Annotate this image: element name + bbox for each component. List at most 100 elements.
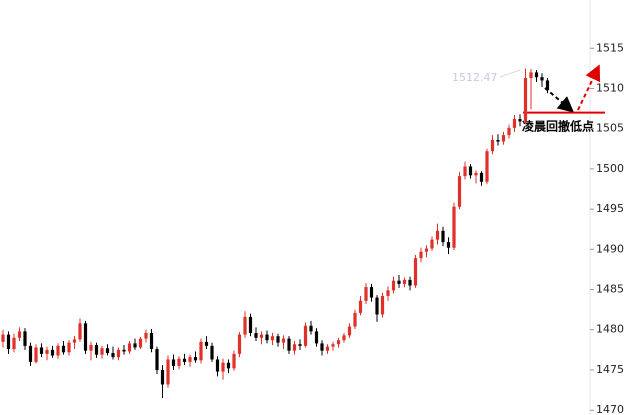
candle-body [12,337,16,350]
candle-body [292,344,297,351]
candle-body [221,362,225,372]
candle-body [67,342,71,353]
candle-body [364,287,368,301]
leader-line [499,69,521,78]
candle-body [259,334,264,338]
candle-body [232,353,236,369]
candle-body [468,166,473,176]
candle-body [133,343,137,348]
candle-body [166,359,170,385]
candle-body [105,348,110,354]
candle-body [490,139,495,152]
y-tick-label: 1480 [596,323,624,336]
candle-body [210,345,214,360]
candle-body [512,119,517,128]
y-tick-label: 1470 [596,403,624,415]
y-tick-label: 1490 [596,242,624,255]
candle-body [325,346,330,351]
candle-body [452,206,456,248]
candle-body [127,343,132,352]
candle-body [342,335,346,341]
y-tick-label: 1500 [596,162,624,175]
candle-body [265,334,269,341]
y-tick-label: 1485 [596,283,624,296]
candle-body [391,280,396,291]
candle-body [226,362,231,369]
candle-body [424,248,429,252]
candle-body [386,290,390,296]
high-label: 1512.47 [452,71,498,84]
candle-body [507,127,511,136]
up-arrow [577,64,601,111]
candle-body [237,334,242,354]
candle-body [215,359,220,372]
candle-body [298,344,302,346]
candle-body [336,340,341,345]
candle-body [23,331,27,346]
candle-body [270,336,275,341]
candle-body [78,323,82,340]
y-tick-label: 1515 [596,41,624,54]
candle-body [61,345,66,353]
candle-body [358,300,363,313]
candle-body [276,336,280,343]
candle-body [320,343,324,351]
candle-body [353,312,357,327]
y-tick-label: 1510 [596,81,624,94]
candle-body [408,279,412,286]
candle-body [419,251,423,259]
candle-body [369,287,374,298]
candle-body [441,230,445,243]
candle-body [501,135,506,142]
candle-body [28,345,33,362]
y-tick-label: 1505 [596,122,624,135]
candle-body [204,341,209,346]
annotation: 凌晨回撤低点 [522,119,594,134]
candle-body [193,357,198,361]
candle-body [402,279,407,284]
candle-body [309,325,313,332]
candle-body [177,358,181,366]
candle-body [243,316,247,335]
candle-body [116,349,121,358]
candle-body [545,80,550,91]
candle-body [144,332,148,339]
candle-body [523,78,528,122]
candle-body [518,119,522,122]
candle-body [188,357,192,362]
candle-body [540,77,544,81]
candle-body [254,332,258,338]
candle-body [89,345,93,351]
candle-body [138,338,143,348]
candle-body [248,316,253,333]
candle-body [479,172,484,182]
candle-body [331,344,335,347]
candle-body [100,348,104,355]
candle-body [446,242,451,248]
candle-body [199,341,203,361]
candle-body [287,338,291,351]
candle-body [149,332,154,350]
candle-body [457,176,462,207]
candle-body [496,139,500,142]
candle-body [281,338,286,343]
candle-body [463,166,467,177]
candle-body [45,349,49,354]
candle-body [474,172,478,176]
candle-body [72,339,77,343]
candle-body [155,349,159,370]
y-tick-label: 1475 [596,363,624,376]
candle-body [430,239,434,249]
y-tick-label: 1495 [596,202,624,215]
candle-body [314,331,319,344]
candle-body [529,72,533,79]
candle-body [94,345,99,355]
candle-body [303,325,308,346]
candle-body [413,258,418,286]
candle-body [39,347,44,354]
candle-body [375,297,379,315]
candle-body [397,280,401,284]
candle-body [347,326,352,336]
candle-body [50,349,55,356]
